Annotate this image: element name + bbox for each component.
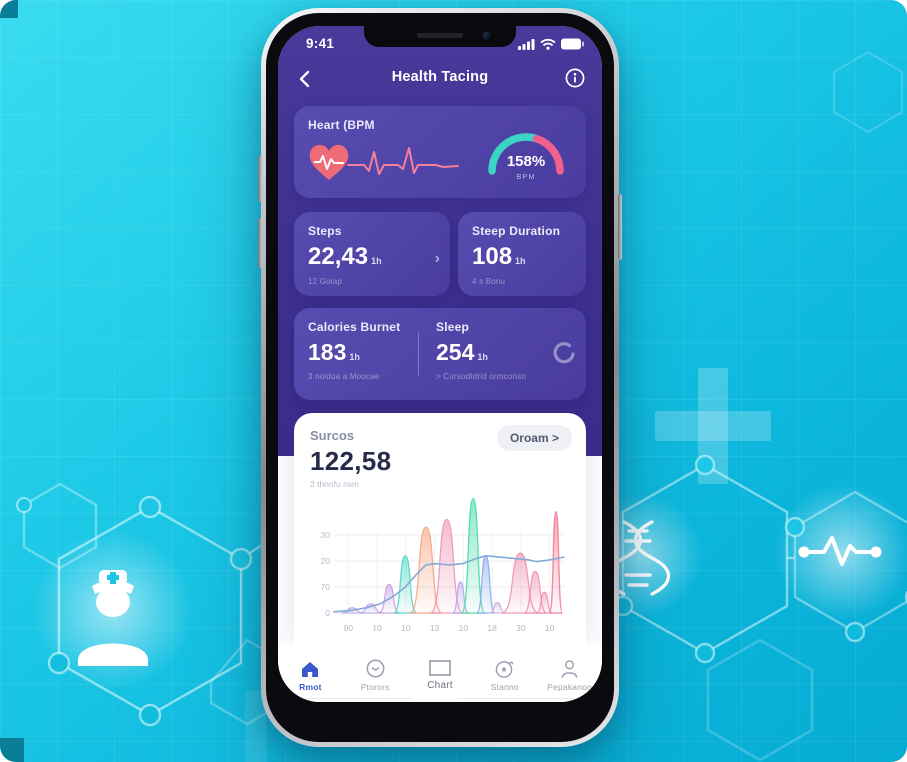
area-chart: 90 10 10 13 10 18 30 10 30 20 70 0 [321,497,565,633]
calories-sub: 3 noidua a Moocae [308,372,380,381]
hexagon-network-right [612,454,907,762]
heart-card-title: Heart (BPM [308,118,375,132]
calories-value: 183 [308,339,347,365]
nav-label: Stanno [490,682,519,692]
chart-card-value: 122,58 [310,446,392,476]
sleep-title: Sleep [436,320,470,334]
svg-text:10: 10 [401,623,411,633]
sleep-sub: > Cursodtdrid ormconsn [436,372,526,381]
chart-card-sub: 2 thnnfu nsm [310,479,360,489]
chart-card-title: Surcos [310,428,355,443]
gauge-value: 158% [507,153,545,170]
heart-ecg-icon [309,144,459,180]
hexagon-network-left [16,482,285,727]
corner-square [0,0,18,18]
divider [418,332,419,376]
crescent-moon-icon [553,342,575,364]
glow [775,484,907,620]
nav-label: Chart [427,680,453,691]
sleep-value: 254 [436,339,475,365]
power-button[interactable] [618,194,622,260]
person-icon [561,660,578,678]
svg-text:0: 0 [325,608,330,618]
svg-text:20: 20 [321,556,331,566]
bottom-navigation: Rmot Ptorors Chart [278,644,602,702]
svg-text:10: 10 [459,623,469,633]
nav-label: Rmot [299,681,322,692]
phone-notch [364,26,516,47]
corner-square [0,738,24,762]
back-button[interactable] [294,67,318,91]
status-time: 9:41 [306,36,335,51]
gauge-unit: BPM [516,172,535,181]
volume-down-button[interactable] [258,218,262,268]
status-bar: 9:41 [278,35,602,53]
svg-text:10: 10 [372,623,382,633]
nav-label: Ptorors [360,682,390,692]
svg-text:13: 13 [430,623,440,633]
svg-text:90: 90 [344,623,354,633]
doctor-icon [78,570,148,666]
nav-item-profile[interactable]: Pepakanoo [537,644,602,702]
chart-card: Surcos Oroam > 122,58 2 thnnfu nsm 90 10 1… [294,413,586,644]
nav-item-timer[interactable]: Stanno [472,644,537,702]
front-camera [483,32,490,39]
chevron-right-icon[interactable]: › [434,250,440,267]
sleep-duration-card[interactable]: Steep Duration 108 1h 4 s Bonu [458,212,586,296]
svg-text:10: 10 [545,623,555,633]
nav-label: Pepakanoo [547,682,592,692]
timer-icon [495,661,514,678]
nav-underline [294,698,412,699]
steps-value: 22,43 [308,243,369,270]
wifi-icon [540,38,556,50]
calories-unit: 1h [349,352,360,362]
signal-icon [518,39,535,50]
steps-card[interactable]: Steps 22,43 1h 12 Goiap › [294,212,450,296]
page-title: Health Tacing [391,69,489,85]
svg-text:70: 70 [321,582,331,592]
sleep-unit: 1h [477,352,488,362]
rectangle-icon [429,660,451,676]
info-button[interactable] [564,67,586,89]
svg-text:18: 18 [487,623,497,633]
steps-title: Steps [308,224,342,238]
steps-unit: 1h [371,256,382,266]
home-icon [302,661,319,677]
nav-underline [458,698,586,699]
heart-rate-card[interactable]: Heart (BPM 158% BPM [294,106,586,198]
phone-mockup: 9:41 [258,8,622,747]
sleep-duration-value: 108 [472,243,513,270]
svg-text:30: 30 [516,623,526,633]
calories-sleep-card[interactable]: Calories Burnet 183 1h 3 noidua a Moocae… [294,308,586,400]
steps-sub: 12 Goiap [308,277,343,286]
volume-up-button[interactable] [258,156,262,202]
nav-item-history[interactable]: Ptorors [343,644,408,702]
sleep-duration-unit: 1h [515,256,526,266]
clock-smile-icon [366,659,385,678]
speaker-slot [417,33,463,38]
calories-title: Calories Burnet [308,320,401,334]
chart-period-button[interactable]: Oroam > [496,425,572,451]
nav-item-home[interactable]: Rmot [278,644,343,702]
phone-screen: 9:41 [278,26,602,702]
sleep-duration-sub: 4 s Bonu [472,277,506,286]
battery-icon [561,38,584,50]
app-header: Health Tacing [278,66,602,92]
bpm-gauge: 158% BPM [488,133,564,181]
sleep-duration-title: Steep Duration [472,224,561,238]
nav-item-chart[interactable]: Chart [408,644,473,702]
svg-text:30: 30 [321,530,331,540]
pulse-icon [798,536,882,566]
